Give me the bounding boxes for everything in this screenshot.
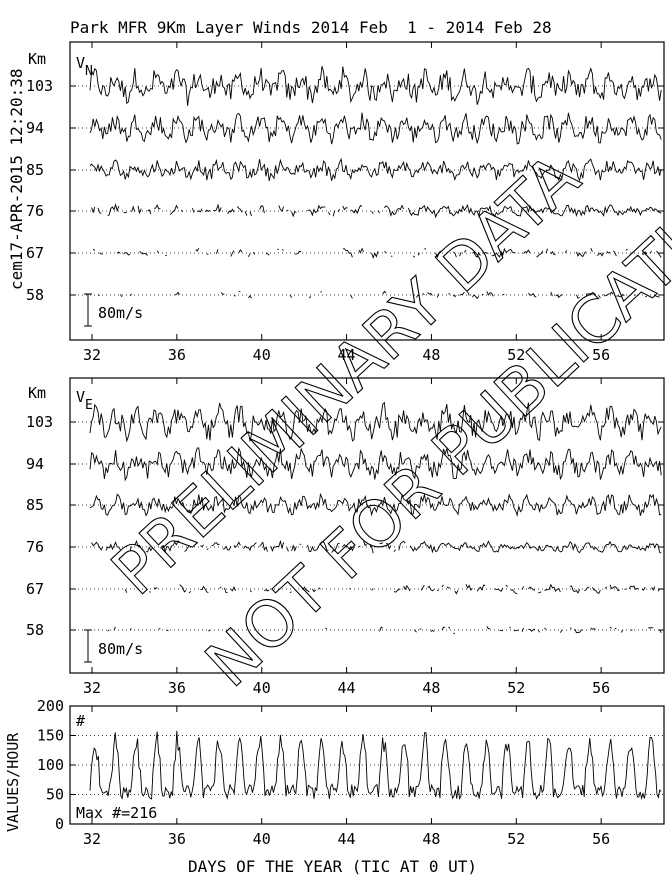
panel-ve-height-label: 58 (26, 621, 44, 639)
panel-ve-trace-94 (89, 446, 662, 482)
panel-ve-height-label: 103 (26, 413, 53, 431)
panel-ve-unit-label: Km (28, 384, 46, 402)
panel-ve: Km VE 103 94 85 76 67 58 80m/s 32 36 40 44 48 52 56 (26, 377, 665, 697)
panel-count-xtick-label: 52 (507, 830, 525, 848)
panel-count-xtick-label: 36 (168, 830, 186, 848)
panel-count-max-label: Max #=216 (76, 804, 157, 822)
panel-ve-xtick-label: 32 (83, 679, 101, 697)
panel-count-ytick-label: 100 (37, 756, 64, 774)
panel-ve-trace-58 (107, 626, 662, 634)
panel-ve-frame (69, 377, 665, 674)
panel-vn-height-label: 67 (26, 244, 44, 262)
panel-ve-xtick-label: 36 (168, 679, 186, 697)
panel-vn-component-label: VN (76, 54, 93, 79)
panel-count-xtick-label: 48 (422, 830, 440, 848)
figure-title: Park MFR 9Km Layer Winds 2014 Feb 1 - 20… (70, 18, 552, 37)
panel-vn-xtick-label: 36 (168, 346, 186, 364)
x-axis-title: DAYS OF THE YEAR (TIC AT 0 UT) (188, 857, 477, 876)
panel-vn-scale-label: 80m/s (98, 304, 143, 322)
panel-ve-trace-67 (124, 583, 662, 595)
panel-count-ytick-label: 0 (55, 815, 64, 833)
panel-count-ytick-label: 200 (37, 697, 64, 715)
panel-ve-xtick-label: 48 (422, 679, 440, 697)
panel-ve-height-label: 76 (26, 538, 44, 556)
panel-vn-trace-76 (91, 203, 662, 219)
panel-ve-component-label: VE (76, 388, 93, 413)
panel-ve-xtick-label: 52 (507, 679, 525, 697)
panel-count-marker-label: # (76, 712, 85, 730)
panel-count-ytick-label: 50 (46, 786, 64, 804)
panel-ve-xtick-label: 44 (338, 679, 356, 697)
panel-vn-xtick-label: 44 (338, 346, 356, 364)
panel-count-xtick-label: 32 (83, 830, 101, 848)
panel-ve-height-label: 94 (26, 455, 44, 473)
panel-count-xtick-label: 44 (338, 830, 356, 848)
panel-count-ylabel: VALUES/HOUR (4, 732, 22, 832)
panel-count-xtick-label: 56 (592, 830, 610, 848)
timestamp-stamp: cem17-APR-2015 12:20:38 (7, 68, 26, 290)
panel-vn: Km VN 103 94 85 76 67 58 80m/s 32 36 40 44 48 52 56 (26, 41, 665, 364)
panel-count-xtick-label: 40 (253, 830, 271, 848)
panel-ve-height-label: 85 (26, 496, 44, 514)
watermark: PRELIMINARY DATA NOT FOR PUBLICATION (98, 140, 672, 702)
panel-count: VALUES/HOUR 200 150 100 50 0 # Max #=216 32 3… (4, 697, 665, 876)
panel-ve-trace-85 (89, 492, 662, 517)
panel-ve-xtick-label: 40 (253, 679, 271, 697)
panel-vn-xtick-label: 56 (592, 346, 610, 364)
panel-vn-height-label: 103 (26, 77, 53, 95)
panel-vn-height-label: 85 (26, 161, 44, 179)
panel-vn-xtick-label: 48 (422, 346, 440, 364)
panel-vn-trace-85 (89, 157, 662, 182)
panel-vn-xtick-label: 40 (253, 346, 271, 364)
panel-vn-trace-67 (92, 247, 662, 260)
panel-vn-trace-94 (89, 112, 662, 145)
panel-vn-trace-58 (97, 290, 660, 300)
panel-vn-xtick-label: 32 (83, 346, 101, 364)
panel-ve-height-label: 67 (26, 580, 44, 598)
panel-vn-unit-label: Km (28, 50, 46, 68)
panel-vn-height-label: 58 (26, 286, 44, 304)
panel-vn-height-label: 76 (26, 202, 44, 220)
panel-vn-trace-103 (89, 66, 662, 106)
panel-count-trace (89, 730, 662, 801)
panel-ve-trace-103 (89, 401, 662, 443)
panel-ve-scale-label: 80m/s (98, 640, 143, 658)
panel-vn-frame (69, 41, 665, 341)
panel-ve-trace-76 (91, 539, 662, 554)
panel-ve-xtick-label: 56 (592, 679, 610, 697)
panel-vn-height-label: 94 (26, 119, 44, 137)
panel-count-ytick-label: 150 (37, 727, 64, 745)
panel-vn-xtick-label: 52 (507, 346, 525, 364)
